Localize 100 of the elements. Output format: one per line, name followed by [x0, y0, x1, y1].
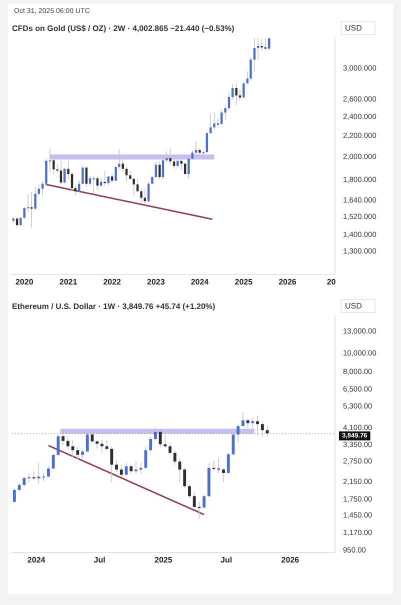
- candlestick: [222, 467, 225, 483]
- candlestick: [76, 447, 80, 460]
- x-tick-label: Jul: [220, 555, 232, 564]
- candlestick: [47, 466, 50, 478]
- candlestick: [166, 151, 168, 163]
- y-axis-title: USD: [345, 301, 362, 310]
- candlestick: [115, 460, 118, 472]
- candlestick: [56, 434, 60, 456]
- candlestick: [52, 158, 55, 174]
- candlestick: [74, 185, 76, 196]
- candlestick: [226, 452, 230, 474]
- candlestick: [188, 156, 190, 180]
- candlestick: [242, 82, 245, 99]
- candlestick: [220, 109, 223, 125]
- candlestick: [266, 426, 269, 438]
- candlestick: [105, 439, 108, 451]
- candlestick: [172, 158, 176, 170]
- candlestick: [236, 424, 240, 443]
- candlestick: [206, 132, 208, 154]
- candlestick: [250, 57, 252, 82]
- candlestick: [134, 461, 138, 474]
- x-tick-label: 20: [326, 277, 336, 286]
- candlestick: [176, 158, 179, 168]
- candlestick: [183, 467, 186, 489]
- candlestick: [202, 494, 206, 509]
- chart-title: CFDs on Gold (US$ / OZ) · 2W · 4,002.865 −21.440 (−0.53%): [12, 24, 235, 34]
- x-tick-label: 2021: [59, 277, 78, 286]
- candlestick: [251, 417, 254, 428]
- candlestick: [158, 430, 162, 448]
- candlestick: [136, 178, 139, 192]
- candlestick: [260, 39, 263, 52]
- candlestick: [139, 462, 142, 474]
- candlestick: [82, 166, 84, 185]
- candlestick: [96, 440, 99, 450]
- x-tick-label: Jul: [94, 555, 106, 564]
- candlestick: [96, 175, 99, 190]
- candlestick: [100, 440, 104, 454]
- candlestick: [198, 501, 201, 520]
- candlestick: [188, 484, 191, 498]
- candlestick: [66, 436, 70, 450]
- candlestick: [242, 412, 244, 426]
- candlestick: [169, 148, 172, 166]
- candlestick: [154, 427, 157, 441]
- y-axis-title: USD: [345, 23, 362, 32]
- candlestick: [192, 492, 196, 510]
- candlestick: [210, 114, 212, 134]
- candlestick: [268, 38, 270, 50]
- candlestick: [41, 180, 44, 197]
- candlestick: [110, 446, 114, 483]
- x-tick-label: 2024: [190, 277, 210, 286]
- x-tick-label: 2026: [281, 555, 300, 564]
- candlestick: [86, 430, 89, 453]
- candlestick: [12, 488, 16, 503]
- candlestick: [104, 170, 106, 186]
- candlestick: [118, 149, 120, 170]
- candlestick: [260, 420, 264, 438]
- candlestick: [164, 435, 167, 448]
- candlestick: [42, 472, 46, 482]
- candlestick: [30, 192, 33, 228]
- candlestick: [213, 112, 216, 130]
- candlestick: [256, 415, 260, 435]
- candlestick: [78, 180, 80, 192]
- candlestick: [246, 418, 250, 428]
- candlestick: [232, 84, 234, 100]
- candlestick: [88, 175, 92, 186]
- candlestick: [180, 160, 182, 170]
- x-tick-label: 2023: [147, 277, 166, 286]
- candlestick: [120, 464, 123, 477]
- x-tick-label: 2022: [103, 277, 122, 286]
- candlestick: [132, 178, 135, 196]
- candlestick: [224, 105, 226, 121]
- candlestick: [28, 472, 30, 483]
- candlestick: [122, 156, 124, 172]
- candlestick: [92, 175, 95, 194]
- candlestick: [23, 206, 26, 219]
- x-tick-label: 2026: [278, 277, 297, 286]
- candlestick: [217, 457, 220, 474]
- candlestick: [67, 161, 70, 180]
- x-tick-label: 2020: [15, 277, 34, 286]
- chart-title: Ethereum / U.S. Dollar · 1W · 3,849.76 +45.74 (+1.20%): [12, 302, 216, 312]
- candlestick: [168, 442, 172, 455]
- candlestick: [125, 166, 128, 182]
- candlestick: [114, 166, 117, 182]
- candlestick: [37, 462, 40, 485]
- candlestick: [32, 470, 36, 481]
- candlestick: [140, 188, 142, 204]
- candlestick: [22, 476, 26, 488]
- candlestick: [158, 161, 161, 180]
- candlestick: [34, 186, 36, 210]
- candlestick: [147, 182, 150, 204]
- candlestick: [149, 436, 152, 452]
- candlestick: [235, 82, 238, 106]
- candlestick: [45, 158, 48, 186]
- x-tick-label: 2025: [234, 277, 254, 286]
- candlestick: [198, 147, 201, 158]
- candlestick: [130, 464, 133, 474]
- candlestick: [60, 160, 62, 185]
- candlestick: [52, 454, 55, 470]
- candlestick: [173, 450, 176, 466]
- x-tick-label: 2024: [27, 555, 46, 564]
